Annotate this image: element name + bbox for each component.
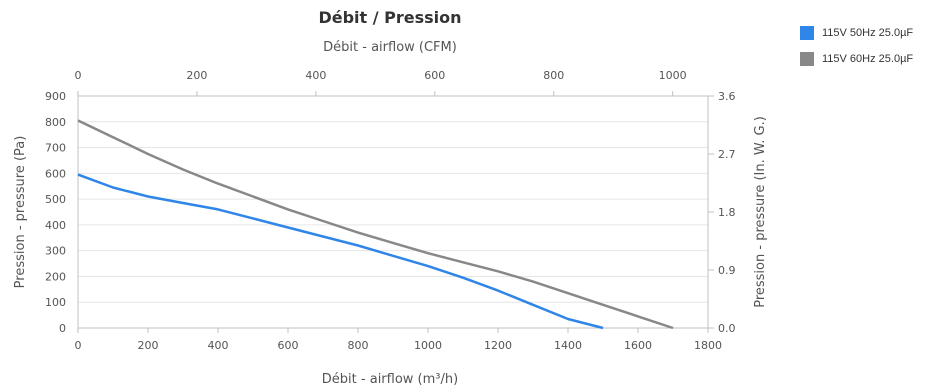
tick-label-bottom: 400: [208, 339, 229, 352]
legend: 115V 50Hz 25.0µF 115V 60Hz 25.0µF: [800, 20, 913, 72]
tick-label-top: 200: [186, 69, 207, 82]
tick-label-bottom: 1000: [414, 339, 442, 352]
tick-label-left: 900: [45, 90, 66, 103]
tick-label-right: 0.9: [718, 264, 736, 277]
tick-label-left: 400: [45, 219, 66, 232]
tick-label-top: 600: [424, 69, 445, 82]
tick-label-bottom: 600: [278, 339, 299, 352]
tick-label-bottom: 1800: [694, 339, 722, 352]
tick-label-right: 0.0: [718, 322, 736, 335]
tick-label-left: 0: [59, 322, 66, 335]
legend-swatch-50hz: [800, 26, 814, 40]
tick-label-bottom: 1400: [554, 339, 582, 352]
tick-label-left: 500: [45, 193, 66, 206]
tick-label-bottom: 1600: [624, 339, 652, 352]
bottom-axis-title: Débit - airflow (m³/h): [322, 372, 458, 387]
left-axis-title: Pression - pressure (Pa): [13, 136, 28, 289]
tick-label-bottom: 0: [75, 339, 82, 352]
tick-label-top: 400: [305, 69, 326, 82]
legend-item-50hz[interactable]: 115V 50Hz 25.0µF: [800, 20, 913, 46]
axes: [77, 91, 714, 333]
right-axis-title: Pression - pressure (In. W. G.): [753, 116, 768, 308]
legend-swatch-60hz: [800, 52, 814, 66]
tick-label-top: 800: [543, 69, 564, 82]
chart-title: Débit / Pression: [318, 8, 461, 27]
tick-label-top: 1000: [659, 69, 687, 82]
legend-label-50hz: 115V 50Hz 25.0µF: [822, 27, 914, 39]
tick-label-left: 600: [45, 167, 66, 180]
tick-label-left: 800: [45, 116, 66, 129]
tick-label-right: 3.6: [718, 90, 736, 103]
tick-label-left: 300: [45, 245, 66, 258]
tick-label-left: 700: [45, 142, 66, 155]
top-axis-title: Débit - airflow (CFM): [323, 40, 457, 55]
tick-label-left: 200: [45, 270, 66, 283]
tick-label-bottom: 200: [138, 339, 159, 352]
grid-lines: [78, 95, 708, 329]
tick-label-bottom: 800: [348, 339, 369, 352]
series-line-1: [77, 173, 604, 330]
tick-label-right: 2.7: [718, 148, 736, 161]
tick-label-top: 0: [75, 69, 82, 82]
legend-label-60hz: 115V 60Hz 25.0µF: [822, 53, 914, 65]
tick-label-right: 1.8: [718, 206, 736, 219]
series-lines: [77, 119, 674, 330]
legend-item-60hz[interactable]: 115V 60Hz 25.0µF: [800, 46, 913, 72]
tick-label-bottom: 1200: [484, 339, 512, 352]
tick-label-left: 100: [45, 296, 66, 309]
series-line-2: [77, 119, 674, 330]
